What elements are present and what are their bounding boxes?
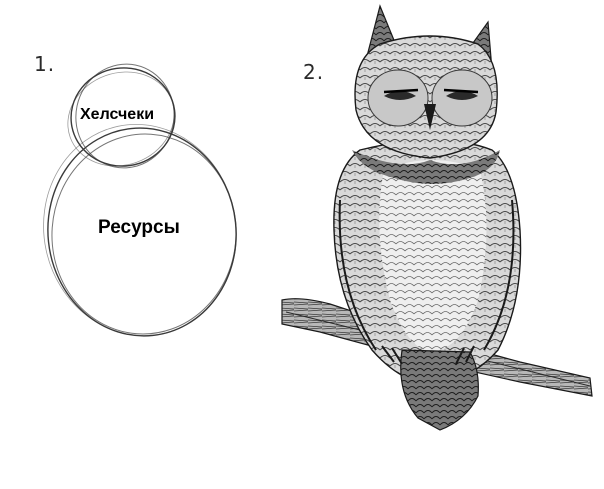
owl-beak <box>424 104 436 130</box>
step-two-label: 2. <box>303 60 325 84</box>
step-one-label: 1. <box>34 52 56 76</box>
owl-eyes <box>383 88 479 100</box>
owl-head <box>354 4 498 159</box>
owl-tail <box>381 345 479 431</box>
body-caption: Ресурсы <box>98 217 180 238</box>
owl-body <box>333 139 522 385</box>
head-caption: Хелсчеки <box>80 106 155 123</box>
